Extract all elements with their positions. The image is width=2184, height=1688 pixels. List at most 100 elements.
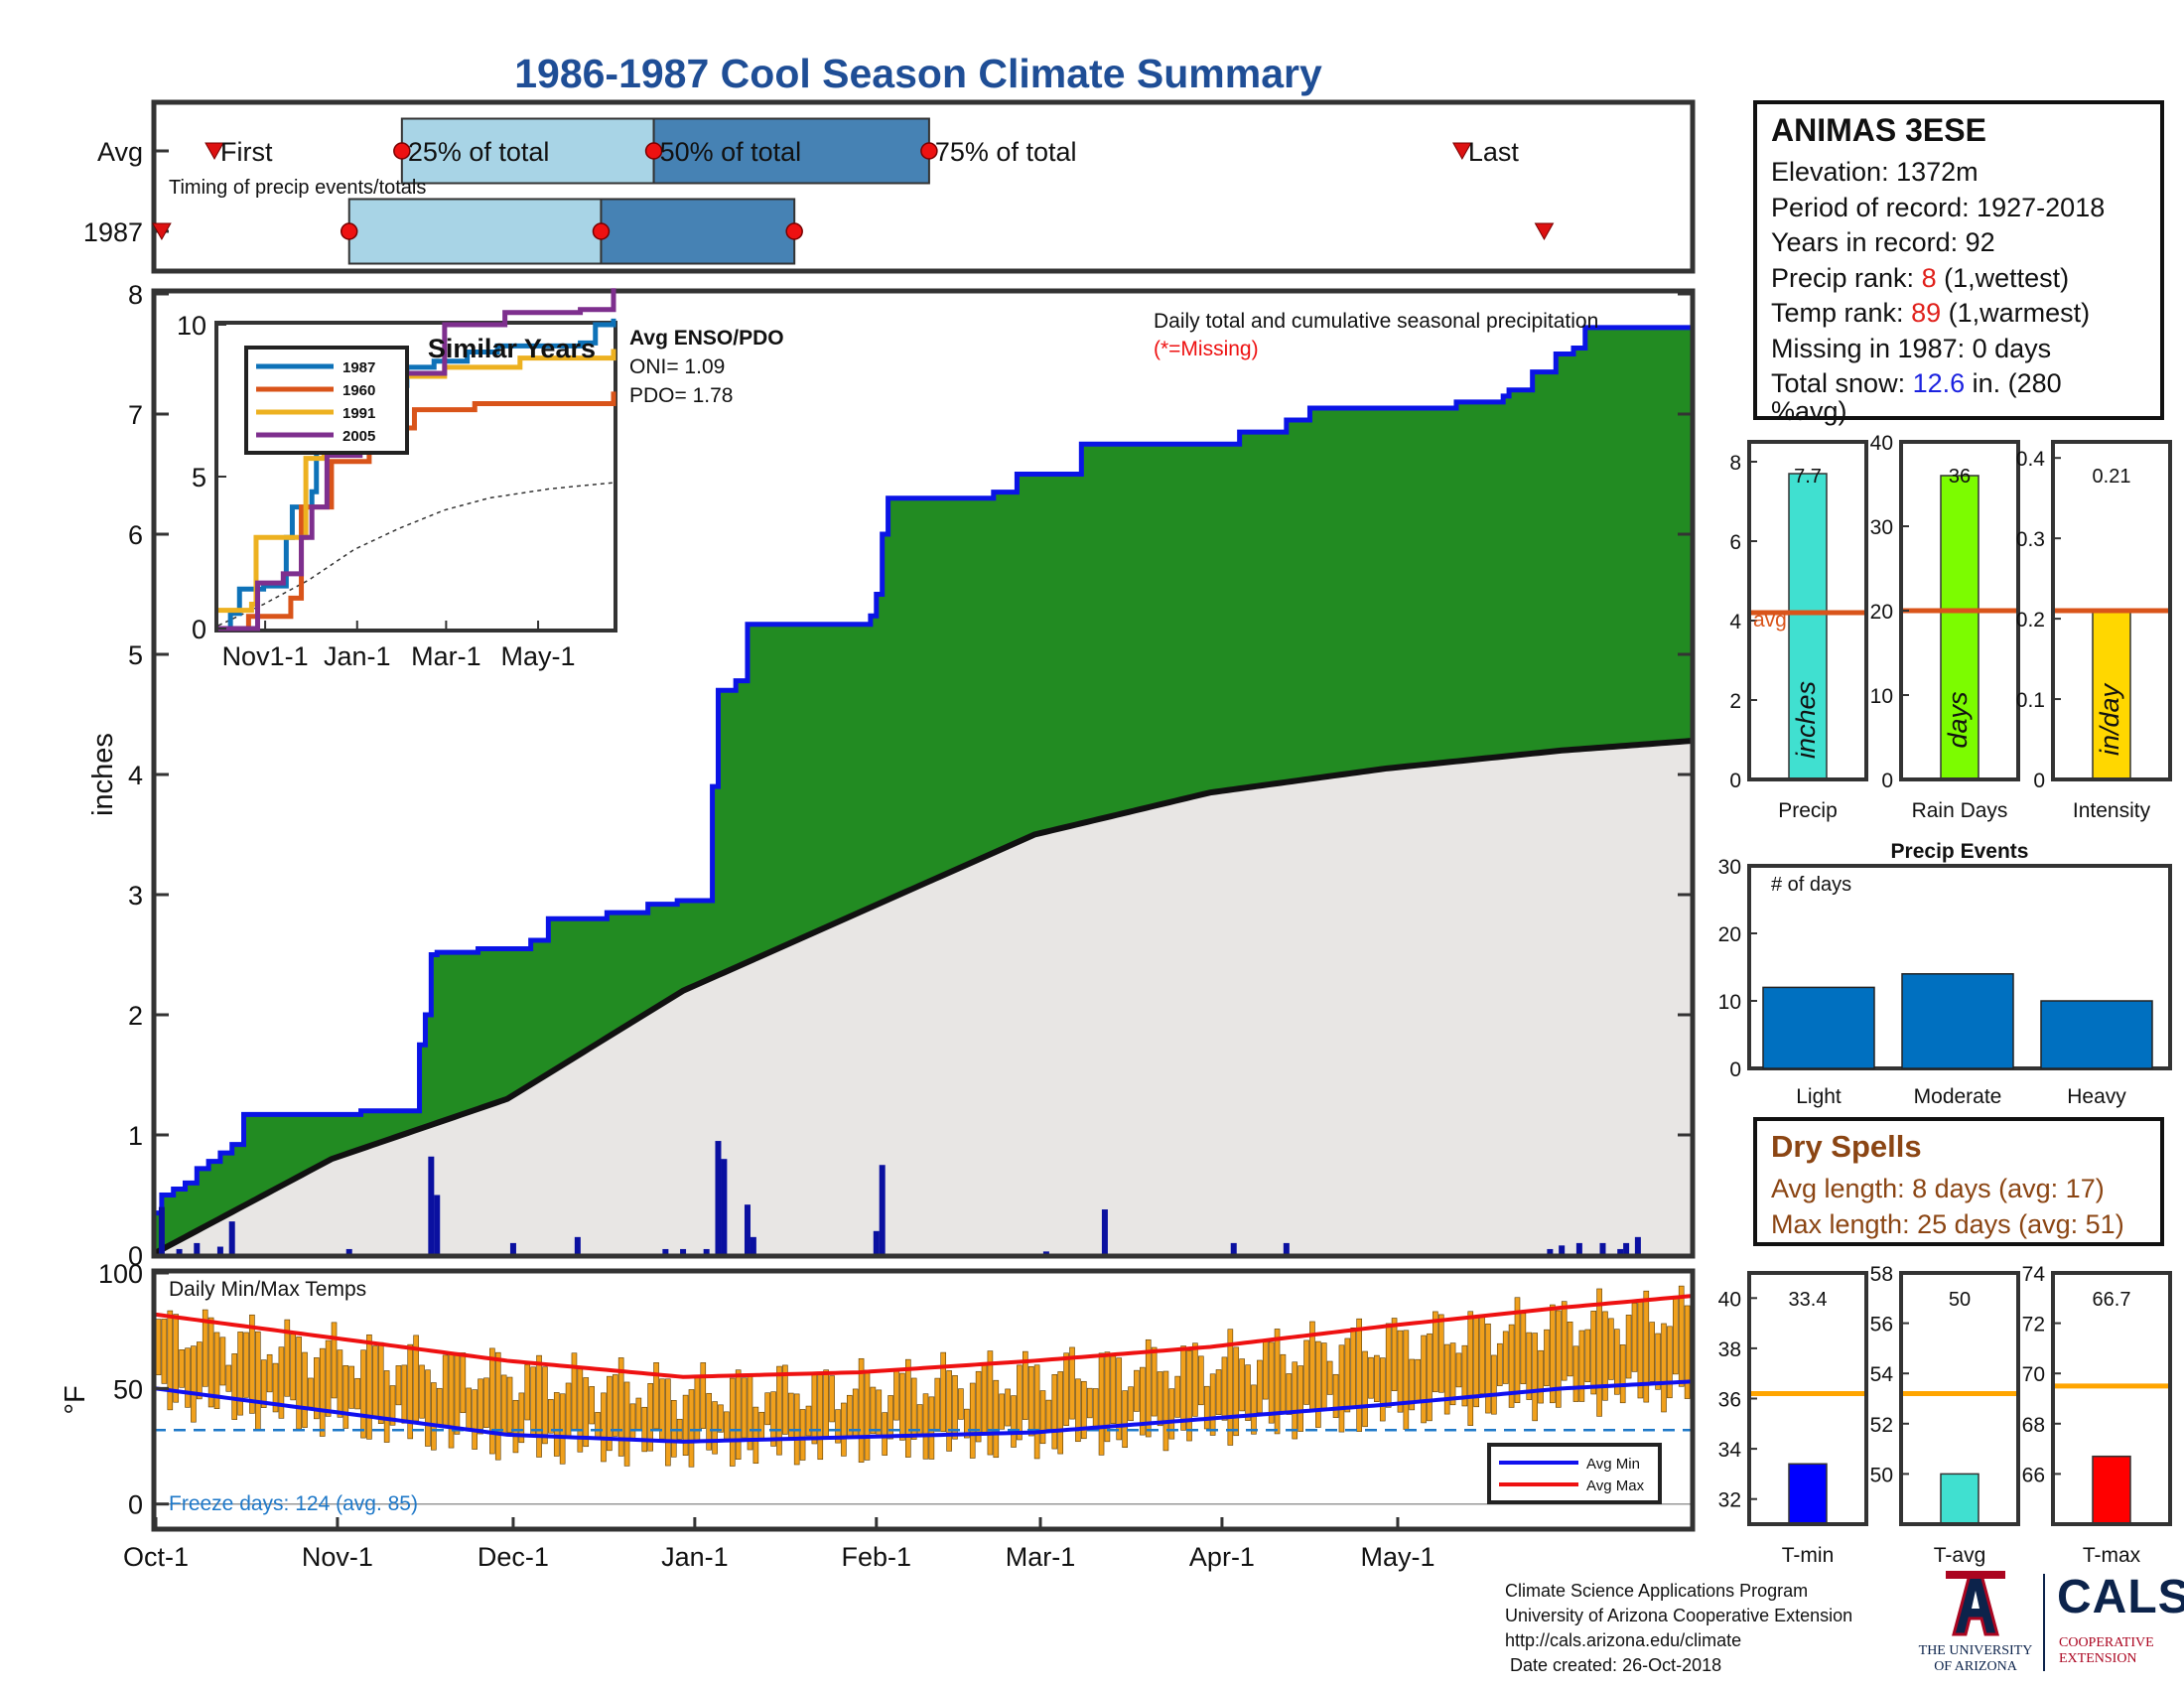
precip-events-ytick-1: 10 — [1718, 991, 1741, 1014]
temp-day-bar-219 — [1437, 1314, 1444, 1393]
timing-triangle-1-0 — [152, 222, 172, 241]
temp-day-bar-192 — [1280, 1353, 1287, 1414]
temp-day-bar-126 — [893, 1370, 899, 1421]
daily-precip-bar-13 — [715, 1141, 722, 1255]
tmax-ytick-4: 74 — [2022, 1263, 2046, 1286]
temp-day-bar-258 — [1667, 1326, 1673, 1399]
rain-days-ytick-0: 0 — [1881, 770, 1893, 792]
temp-day-bar-148 — [1023, 1350, 1028, 1420]
temp-day-bar-179 — [1203, 1385, 1210, 1430]
xaxis-label-6: Apr-1 — [1189, 1542, 1255, 1572]
temp-day-bar-209 — [1379, 1357, 1386, 1422]
timing-box-q1-1 — [347, 198, 603, 265]
temp-day-bar-25 — [302, 1351, 308, 1428]
timing-label-50: 50% of total — [660, 137, 802, 167]
rain-days-unit: days — [1943, 691, 1973, 748]
tmax-ytick-2: 70 — [2022, 1363, 2045, 1386]
missing-days-text: Missing in 1987: 0 days — [1771, 333, 2052, 363]
daily-precip-bar-2 — [194, 1242, 201, 1255]
temp-day-bar-68 — [553, 1392, 560, 1457]
timing-row-label-avg: Avg — [97, 137, 143, 167]
temp-day-bar-80 — [623, 1381, 630, 1467]
temp-day-bar-55 — [478, 1378, 483, 1435]
tmax-ytick-1: 68 — [2022, 1414, 2045, 1437]
similar-legend-label-1987: 1987 — [342, 359, 375, 376]
tavg-ytick-4: 58 — [1870, 1263, 1893, 1286]
tmax-bar — [2092, 1455, 2131, 1525]
temp-day-bar-223 — [1461, 1344, 1468, 1407]
rain-days-ytick-4: 40 — [1870, 432, 1893, 455]
similar-xtick-0: Nov1-1 — [222, 641, 309, 671]
temp-day-bar-210 — [1385, 1323, 1392, 1408]
temp-day-bar-0 — [155, 1319, 162, 1375]
temp-day-bar-59 — [500, 1374, 507, 1435]
footer-line-url: http://cals.arizona.edu/climate — [1505, 1630, 1742, 1650]
similar-legend-label-1991: 1991 — [342, 405, 375, 422]
temp-day-bar-47 — [431, 1382, 437, 1451]
temp-day-bar-30 — [331, 1322, 338, 1399]
temp-day-bar-211 — [1391, 1318, 1398, 1391]
temp-day-bar-17 — [255, 1331, 261, 1431]
temp-day-bar-45 — [419, 1364, 425, 1419]
xaxis-label-2: Dec-1 — [478, 1542, 549, 1572]
temp-day-bar-250 — [1619, 1344, 1626, 1404]
similar-years-title: Similar Years — [428, 334, 596, 363]
temp-day-bar-64 — [530, 1366, 536, 1436]
station-info-box: ANIMAS 3ESE Elevation: 1372m Period of r… — [1753, 100, 2164, 426]
temp-day-bar-199 — [1320, 1342, 1327, 1410]
temp-day-bar-121 — [864, 1369, 871, 1461]
temp-day-bar-260 — [1678, 1285, 1685, 1387]
daily-precip-bar-10 — [662, 1248, 669, 1255]
temp-day-bar-39 — [383, 1370, 390, 1443]
temp-day-bar-184 — [1233, 1346, 1240, 1437]
temp-day-bar-168 — [1140, 1366, 1146, 1436]
snow-suffix: in. (280 — [1965, 368, 2062, 398]
timing-label-25: 25% of total — [408, 137, 550, 167]
dry-spells-title: Dry Spells — [1771, 1129, 1922, 1164]
temp-day-bar-172 — [1162, 1370, 1169, 1452]
temp-day-bar-37 — [372, 1345, 378, 1417]
precip-rank-prefix: Precip rank: — [1771, 262, 1922, 293]
temp-day-bar-235 — [1532, 1333, 1538, 1422]
daily-precip-bar-28 — [1623, 1242, 1630, 1255]
daily-precip-bar-25 — [1575, 1242, 1582, 1255]
temp-day-bar-186 — [1245, 1364, 1251, 1421]
cumulative-ytick-label-0: 0 — [128, 1241, 143, 1271]
temps-ytick-100: 100 — [98, 1259, 143, 1289]
daily-precip-bar-18 — [879, 1165, 886, 1255]
precip-events-ytick-3: 30 — [1718, 856, 1741, 879]
daily-precip-bar-21 — [1230, 1242, 1237, 1255]
cumulative-precip-line — [156, 325, 1691, 1216]
temp-day-bar-159 — [1086, 1387, 1093, 1419]
temps-ylabel: °F — [60, 1385, 91, 1414]
xaxis-label-5: Mar-1 — [1006, 1542, 1076, 1572]
precip-total-ytick-1: 2 — [1729, 690, 1741, 713]
temp-day-bar-81 — [629, 1403, 636, 1441]
intensity-ytick-2: 0.2 — [2016, 609, 2045, 632]
temp-day-bar-15 — [243, 1332, 249, 1398]
temp-day-bar-239 — [1555, 1310, 1562, 1408]
temp-day-bar-139 — [969, 1382, 976, 1459]
daily-precip-bar-26 — [1599, 1242, 1606, 1255]
temp-day-bar-120 — [858, 1357, 865, 1463]
temp-day-bar-142 — [987, 1350, 994, 1456]
tmin-category: T-min — [1782, 1544, 1835, 1567]
temp-day-bar-227 — [1485, 1323, 1491, 1414]
temp-day-bar-49 — [442, 1354, 449, 1429]
temp-day-bar-146 — [1011, 1395, 1017, 1448]
temp-day-bar-208 — [1374, 1354, 1380, 1402]
avg-max-line — [155, 1294, 1692, 1379]
snow-value: 12.6 — [1912, 368, 1966, 398]
tavg-category: T-avg — [1934, 1544, 1986, 1567]
temp-day-bar-241 — [1567, 1321, 1573, 1377]
temp-day-bar-228 — [1491, 1354, 1497, 1415]
temp-day-bar-19 — [266, 1353, 273, 1393]
temp-day-bar-65 — [536, 1354, 542, 1458]
temp-day-bar-154 — [1057, 1371, 1064, 1455]
temp-day-bar-165 — [1122, 1390, 1128, 1449]
temp-day-bar-110 — [799, 1409, 806, 1461]
timing-triangle-0-0 — [205, 142, 224, 161]
temp-day-bar-240 — [1561, 1301, 1568, 1381]
temp-day-bar-95 — [712, 1401, 718, 1455]
temp-day-bar-46 — [425, 1369, 431, 1447]
